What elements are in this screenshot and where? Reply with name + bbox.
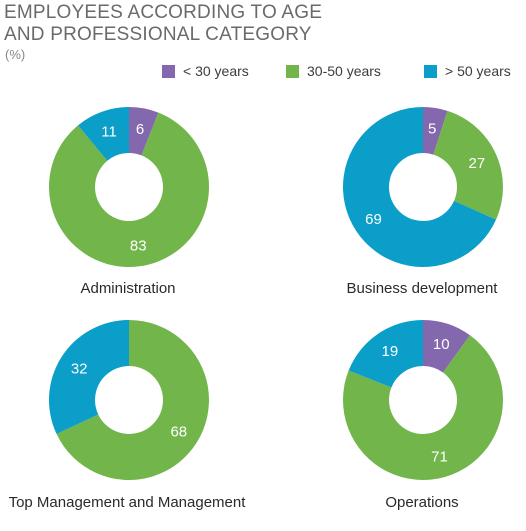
category-label-business-development: Business development [346, 280, 498, 297]
slice-3-over-50 [348, 320, 423, 388]
slice-label-2-30-50: 68 [170, 424, 187, 441]
legend-label-30-50: 30-50 years [307, 63, 381, 79]
legend-item-30-50: 30-50 years [286, 63, 381, 79]
slice-0-30-50 [49, 112, 209, 267]
chart-title: EMPLOYEES ACCORDING TO AGE AND PROFESSIO… [4, 2, 323, 45]
slice-label-1-under-30: 5 [428, 121, 436, 138]
slice-label-0-over-50: 11 [101, 123, 117, 140]
slice-label-0-30-50: 83 [130, 237, 147, 254]
slice-2-30-50 [56, 320, 209, 480]
slice-3-30-50 [343, 335, 504, 481]
category-label-operations: Operations [385, 494, 459, 511]
slice-1-under-30 [423, 107, 448, 155]
legend-item-under-30: < 30 years [162, 63, 249, 79]
slice-label-1-over-50: 69 [365, 211, 382, 228]
legend-swatch-under-30 [162, 64, 175, 78]
legend-swatch-over-50 [424, 64, 437, 78]
category-label-administration: Administration [80, 280, 176, 297]
slice-2-over-50 [48, 320, 130, 435]
category-label-top-management: Top Management and Management [8, 494, 246, 511]
slice-1-30-50 [433, 110, 503, 220]
legend-item-over-50: > 50 years [424, 63, 511, 79]
slice-label-0-under-30: 6 [136, 121, 144, 138]
legend-swatch-30-50 [286, 64, 299, 78]
slice-1-over-50 [342, 107, 497, 267]
unit-label: (%) [5, 47, 26, 62]
legend-label-under-30: < 30 years [183, 63, 249, 79]
slice-label-3-over-50: 19 [381, 343, 398, 360]
slice-label-2-over-50: 32 [71, 360, 88, 377]
slice-0-under-30 [129, 107, 159, 156]
slice-3-under-30 [423, 320, 471, 373]
legend-label-over-50: > 50 years [445, 63, 511, 79]
slice-label-3-under-30: 10 [433, 336, 450, 353]
slice-label-3-30-50: 71 [431, 449, 448, 466]
slice-0-over-50 [78, 107, 129, 161]
slice-label-1-30-50: 27 [469, 155, 486, 172]
